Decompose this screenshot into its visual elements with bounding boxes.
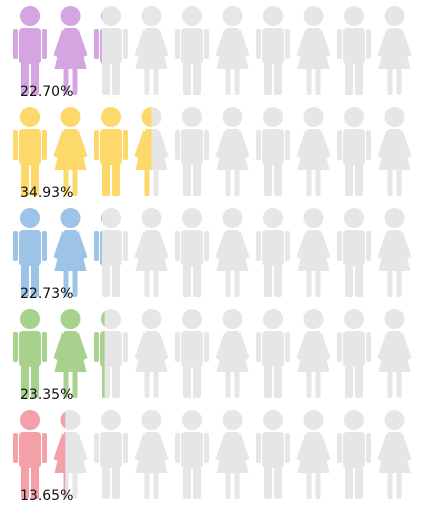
icon <box>296 6 331 95</box>
icon <box>337 208 371 297</box>
icon <box>256 6 290 95</box>
icon <box>215 208 250 297</box>
value-label: 23.35% <box>20 387 73 403</box>
icon <box>215 107 250 196</box>
icon <box>377 208 412 297</box>
icon-row-background <box>13 410 412 499</box>
value-label: 34.93% <box>20 185 73 201</box>
icon <box>175 6 209 95</box>
icon <box>94 309 128 398</box>
icon <box>94 6 128 95</box>
icon <box>377 6 412 95</box>
value-label: 22.73% <box>20 286 73 302</box>
icon <box>175 410 209 499</box>
icon <box>134 410 169 499</box>
icon <box>337 6 371 95</box>
icon <box>134 208 169 297</box>
icon <box>215 6 250 95</box>
icon <box>337 410 371 499</box>
icon <box>215 309 250 398</box>
icon <box>175 107 209 196</box>
icon <box>256 107 290 196</box>
icon <box>94 410 128 499</box>
icon <box>377 309 412 398</box>
value-label: 22.70% <box>20 84 73 100</box>
icon <box>175 208 209 297</box>
icon <box>134 309 169 398</box>
icon <box>94 208 128 297</box>
icon <box>256 309 290 398</box>
icon <box>256 208 290 297</box>
icon <box>337 309 371 398</box>
icon <box>377 410 412 499</box>
icon <box>215 410 250 499</box>
icon <box>296 309 331 398</box>
icon <box>175 309 209 398</box>
icon <box>296 208 331 297</box>
icon <box>377 107 412 196</box>
icon <box>256 410 290 499</box>
icon <box>337 107 371 196</box>
icon <box>296 410 331 499</box>
icon <box>134 6 169 95</box>
icon <box>296 107 331 196</box>
value-label: 13.65% <box>20 488 73 504</box>
